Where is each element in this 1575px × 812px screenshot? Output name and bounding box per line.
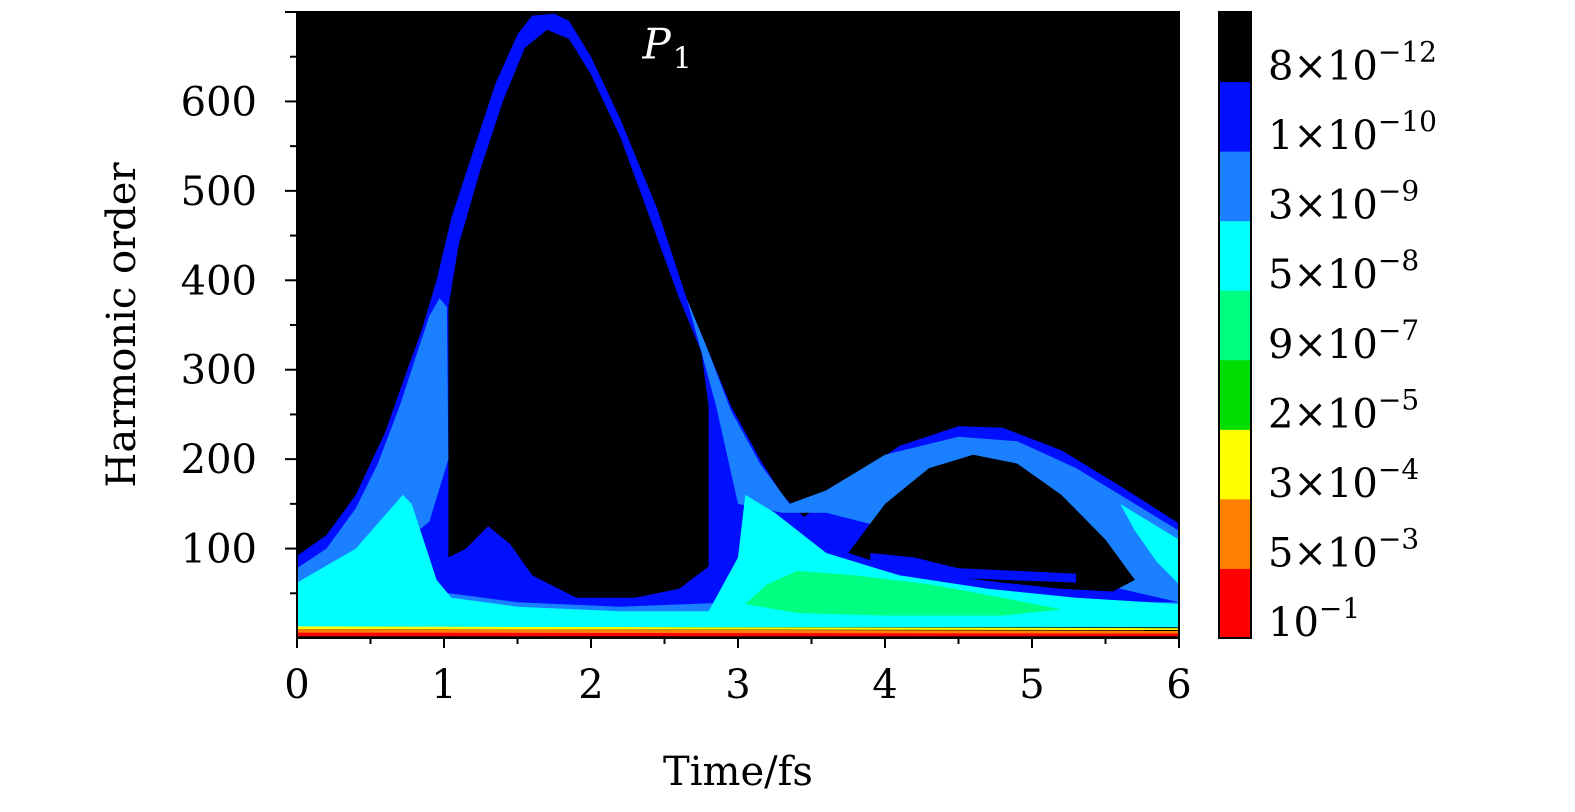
x-tick-label: 6 bbox=[1166, 662, 1191, 708]
colorbar-label: 3×10−9 bbox=[1268, 175, 1419, 229]
y-axis-title: Harmonic order bbox=[99, 162, 145, 488]
colorbar-label-exponent: −8 bbox=[1378, 244, 1419, 277]
y-tick-label: 100 bbox=[181, 527, 257, 573]
colorbar-band bbox=[1219, 429, 1251, 500]
x-tick-label: 5 bbox=[1019, 662, 1044, 708]
contour-black-hole-left-arch bbox=[448, 29, 709, 598]
colorbar-band bbox=[1219, 81, 1251, 152]
y-tick-label: 600 bbox=[181, 79, 257, 125]
x-tick-label: 1 bbox=[431, 662, 456, 708]
colorbar-label-exponent: −7 bbox=[1378, 314, 1419, 347]
colorbar-label: 8×10−12 bbox=[1268, 36, 1437, 90]
colorbar-label-exponent: −3 bbox=[1378, 522, 1419, 555]
y-tick-label: 300 bbox=[181, 348, 257, 394]
colorbar-frame bbox=[1218, 11, 1252, 639]
colorbar-band bbox=[1219, 220, 1251, 291]
colorbar-label-exponent: −5 bbox=[1378, 383, 1419, 416]
colorbar-label-exponent: −4 bbox=[1378, 453, 1419, 486]
colorbar-label: 3×10−4 bbox=[1268, 453, 1419, 507]
colorbar-label: 9×10−7 bbox=[1268, 314, 1419, 368]
colorbar-label-base: 5×10 bbox=[1268, 252, 1378, 298]
contour-black-hole-right-arch bbox=[848, 454, 1135, 592]
colorbar-band bbox=[1219, 151, 1251, 222]
x-axis-title: Time/fs bbox=[663, 749, 813, 795]
y-tick-label: 400 bbox=[181, 258, 257, 304]
colorbar-band bbox=[1219, 359, 1251, 430]
colorbar-label-base: 3×10 bbox=[1268, 461, 1378, 507]
x-tick-label: 0 bbox=[284, 662, 309, 708]
plot-area bbox=[297, 12, 1179, 638]
colorbar-label: 10−1 bbox=[1268, 592, 1360, 646]
colorbar: 10−15×10−33×10−42×10−59×10−75×10−83×10−9… bbox=[1218, 11, 1437, 646]
colorbar-band bbox=[1219, 568, 1251, 639]
contour-yellow-strip bbox=[297, 626, 1179, 630]
colorbar-label-base: 8×10 bbox=[1268, 44, 1378, 90]
colorbar-label-exponent: −9 bbox=[1378, 175, 1419, 208]
x-tick-label: 4 bbox=[872, 662, 897, 708]
y-axis: 100 200 300 400 500 600 bbox=[181, 11, 297, 595]
colorbar-label-base: 10 bbox=[1268, 600, 1319, 646]
x-tick-label: 3 bbox=[725, 662, 750, 708]
colorbar-label: 5×10−3 bbox=[1268, 522, 1419, 576]
colorbar-label-base: 1×10 bbox=[1268, 113, 1378, 159]
colorbar-label-base: 2×10 bbox=[1268, 391, 1378, 437]
colorbar-label: 5×10−8 bbox=[1268, 244, 1419, 298]
contour-green-patch bbox=[745, 570, 1062, 616]
annotation-subscript: 1 bbox=[673, 42, 692, 77]
colorbar-label-base: 9×10 bbox=[1268, 322, 1378, 368]
colorbar-label-base: 5×10 bbox=[1268, 530, 1378, 576]
y-tick-label: 200 bbox=[181, 437, 257, 483]
colorbar-label-exponent: −10 bbox=[1378, 105, 1437, 138]
contour-blue-right-inner-bump bbox=[870, 553, 1077, 583]
x-tick-label: 2 bbox=[578, 662, 603, 708]
x-axis: 0 1 2 3 4 5 6 bbox=[284, 638, 1192, 708]
colorbar-band bbox=[1219, 290, 1251, 361]
colorbar-label-exponent: −1 bbox=[1319, 592, 1360, 625]
contour-cyan-right-inner bbox=[1120, 503, 1179, 585]
colorbar-label-base: 3×10 bbox=[1268, 183, 1378, 229]
contour-blue-inner-bump bbox=[451, 526, 562, 596]
colorbar-band bbox=[1219, 498, 1251, 569]
colorbar-label: 2×10−5 bbox=[1268, 383, 1419, 437]
y-tick-label: 500 bbox=[181, 169, 257, 215]
colorbar-label-exponent: −12 bbox=[1378, 36, 1437, 69]
contour-red-strip bbox=[297, 632, 1179, 637]
colorbar-label: 1×10−10 bbox=[1268, 105, 1437, 159]
colorbar-band bbox=[1219, 12, 1251, 83]
